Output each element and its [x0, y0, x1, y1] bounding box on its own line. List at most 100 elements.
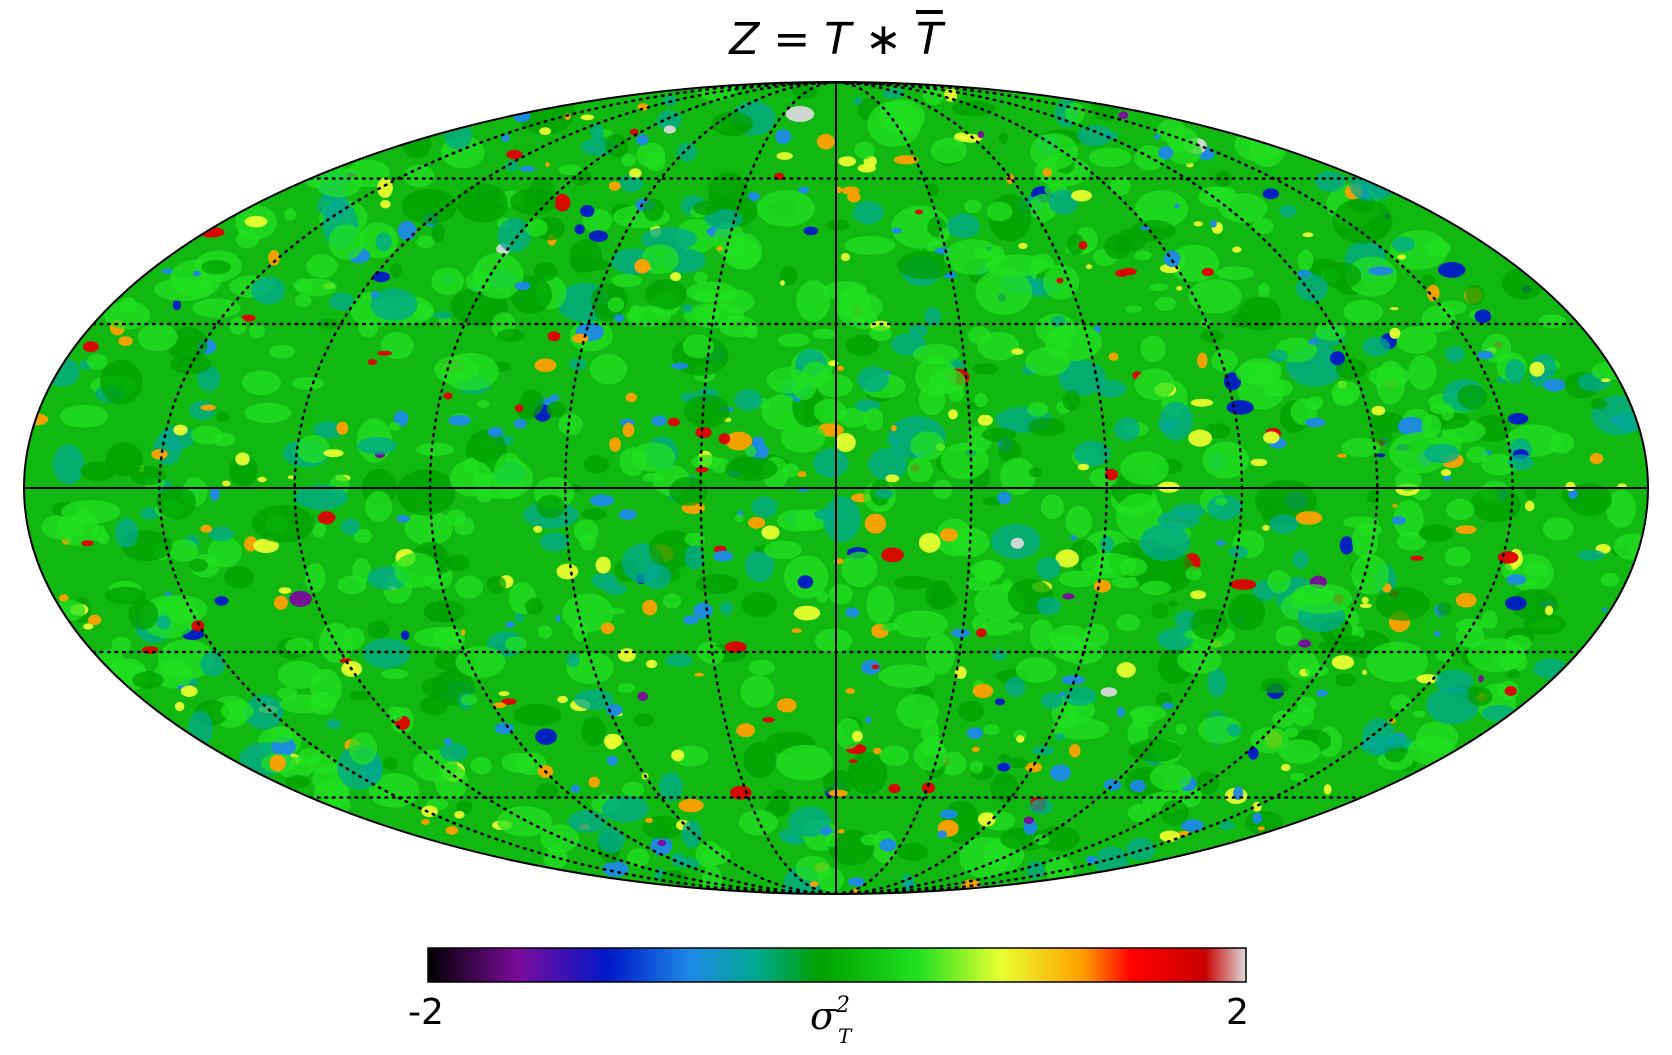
map-blob — [683, 615, 699, 625]
map-blob — [910, 431, 945, 460]
map-blob — [669, 477, 708, 506]
map-blob — [1215, 497, 1228, 506]
map-blob — [1341, 437, 1381, 457]
map-blob — [1395, 326, 1438, 354]
map-blob — [1507, 669, 1521, 679]
map-blob — [440, 742, 469, 762]
map-blob — [1048, 189, 1079, 215]
map-blob — [780, 280, 785, 286]
map-blob — [581, 508, 607, 521]
map-blob — [1086, 855, 1097, 864]
map-blob — [449, 460, 494, 497]
map-blob — [1216, 266, 1255, 281]
map-blob — [861, 659, 881, 675]
map-blob — [1529, 361, 1545, 377]
map-blob — [601, 795, 649, 823]
map-blob — [734, 389, 763, 411]
map-blob — [249, 323, 265, 339]
map-blob — [216, 411, 230, 422]
map-blob — [1330, 351, 1345, 366]
map-blob — [377, 350, 393, 356]
map-blob — [925, 633, 955, 675]
map-blob — [1056, 277, 1064, 284]
map-blob — [105, 442, 144, 477]
map-blob — [476, 491, 493, 503]
map-blob — [1140, 335, 1166, 362]
map-blob — [1263, 379, 1294, 397]
map-blob — [812, 328, 837, 340]
map-blob — [881, 547, 904, 563]
map-blob — [695, 841, 722, 868]
map-blob — [1421, 274, 1436, 287]
map-blob — [966, 727, 984, 739]
map-blob — [1250, 727, 1289, 753]
title-t1: T — [824, 14, 852, 65]
map-blob — [1163, 250, 1181, 267]
map-blob — [189, 558, 208, 572]
map-blob — [1297, 249, 1314, 271]
map-blob — [244, 402, 292, 424]
map-blob — [279, 694, 326, 714]
map-blob — [557, 695, 568, 704]
map-blob — [1116, 614, 1141, 632]
map-blob — [1349, 166, 1390, 202]
map-blob — [214, 596, 229, 606]
map-blob — [1302, 232, 1314, 238]
map-blob — [251, 504, 315, 543]
map-blob — [740, 675, 775, 708]
map-blob — [494, 723, 515, 735]
map-blob — [1095, 846, 1129, 878]
map-blob — [1396, 532, 1427, 551]
map-blob — [1055, 549, 1080, 568]
map-blob — [1292, 550, 1309, 569]
map-blob — [1227, 723, 1242, 737]
map-blob — [1069, 744, 1081, 758]
map-blob — [751, 496, 778, 518]
map-blob — [130, 465, 166, 486]
map-blob — [1151, 602, 1169, 619]
map-blob — [235, 230, 259, 249]
map-blob — [693, 271, 709, 284]
map-blob — [431, 267, 464, 296]
map-blob — [748, 517, 766, 529]
map-blob — [646, 659, 658, 669]
map-blob — [869, 325, 892, 342]
map-blob — [1160, 799, 1189, 827]
map-blob — [535, 728, 557, 745]
map-blob — [416, 235, 435, 249]
map-blob — [555, 615, 561, 622]
map-blob — [132, 671, 164, 689]
map-blob — [918, 532, 941, 553]
page-title: Z = T ∗ T — [0, 0, 1672, 80]
map-blob — [380, 200, 391, 209]
map-blob — [505, 636, 527, 652]
map-blob — [546, 401, 566, 418]
map-blob — [868, 448, 908, 481]
map-blob — [871, 664, 880, 670]
map-blob — [387, 706, 404, 722]
map-blob — [313, 421, 345, 439]
map-blob — [860, 834, 882, 846]
map-blob — [1368, 266, 1394, 276]
map-blob — [796, 280, 831, 322]
map-blob — [1207, 668, 1227, 698]
map-blob — [1066, 233, 1085, 256]
map-blob — [362, 638, 411, 669]
map-blob — [896, 693, 939, 729]
colorbar-unit-label: σ2 T — [810, 990, 851, 1050]
map-blob — [1109, 176, 1131, 196]
map-blob — [718, 315, 757, 338]
map-blob — [289, 590, 312, 607]
map-blob — [325, 718, 342, 730]
map-blob — [1180, 819, 1204, 832]
map-blob — [951, 100, 996, 117]
map-blob — [1398, 416, 1425, 437]
map-blob — [625, 392, 637, 403]
map-blob — [1178, 830, 1190, 836]
map-blob — [662, 593, 682, 609]
map-blob — [157, 639, 215, 680]
map-blob — [667, 417, 680, 427]
map-blob — [156, 615, 171, 630]
map-blob — [1323, 784, 1332, 795]
map-blob — [208, 526, 234, 542]
